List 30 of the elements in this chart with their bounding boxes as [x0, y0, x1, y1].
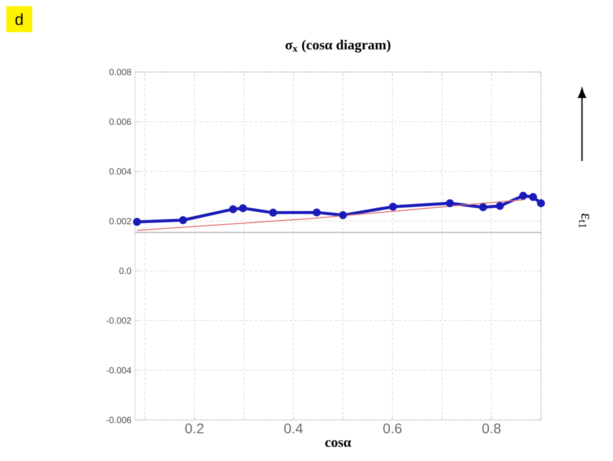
y-tick-label: -0.006: [106, 416, 132, 424]
y-tick-label: 0.0: [119, 268, 132, 274]
point: [338, 211, 347, 220]
x-tick-label: 0.8: [482, 423, 501, 434]
point: [229, 205, 238, 214]
point: [388, 202, 397, 211]
text: d: [15, 13, 23, 26]
chart-title: σ$_{x}$ (cosα diagram): [286, 40, 390, 52]
x-tick-label: 0.2: [185, 423, 204, 434]
x-tick-label: 0.4: [284, 423, 303, 434]
point: [312, 208, 321, 216]
point: [479, 203, 488, 212]
point: [132, 218, 141, 226]
text: ε$_{t1}$: [578, 214, 590, 228]
point: [529, 193, 538, 202]
point: [269, 208, 278, 217]
y-tick-label: 0.002: [109, 218, 132, 224]
x-axis-title: cosα: [325, 440, 352, 447]
point: [519, 192, 528, 200]
y-tick-label: 0.008: [109, 68, 132, 76]
point: [496, 202, 504, 210]
y-tick-label: 0.004: [109, 168, 132, 175]
point: [537, 199, 545, 208]
point: [179, 216, 188, 224]
x-tick-label: 0.6: [383, 423, 402, 434]
y-tick-label: -0.004: [106, 367, 132, 374]
point: [238, 204, 247, 212]
point: [446, 199, 454, 208]
y-tick-label: 0.006: [109, 118, 132, 125]
y-tick-label: -0.002: [106, 317, 132, 324]
